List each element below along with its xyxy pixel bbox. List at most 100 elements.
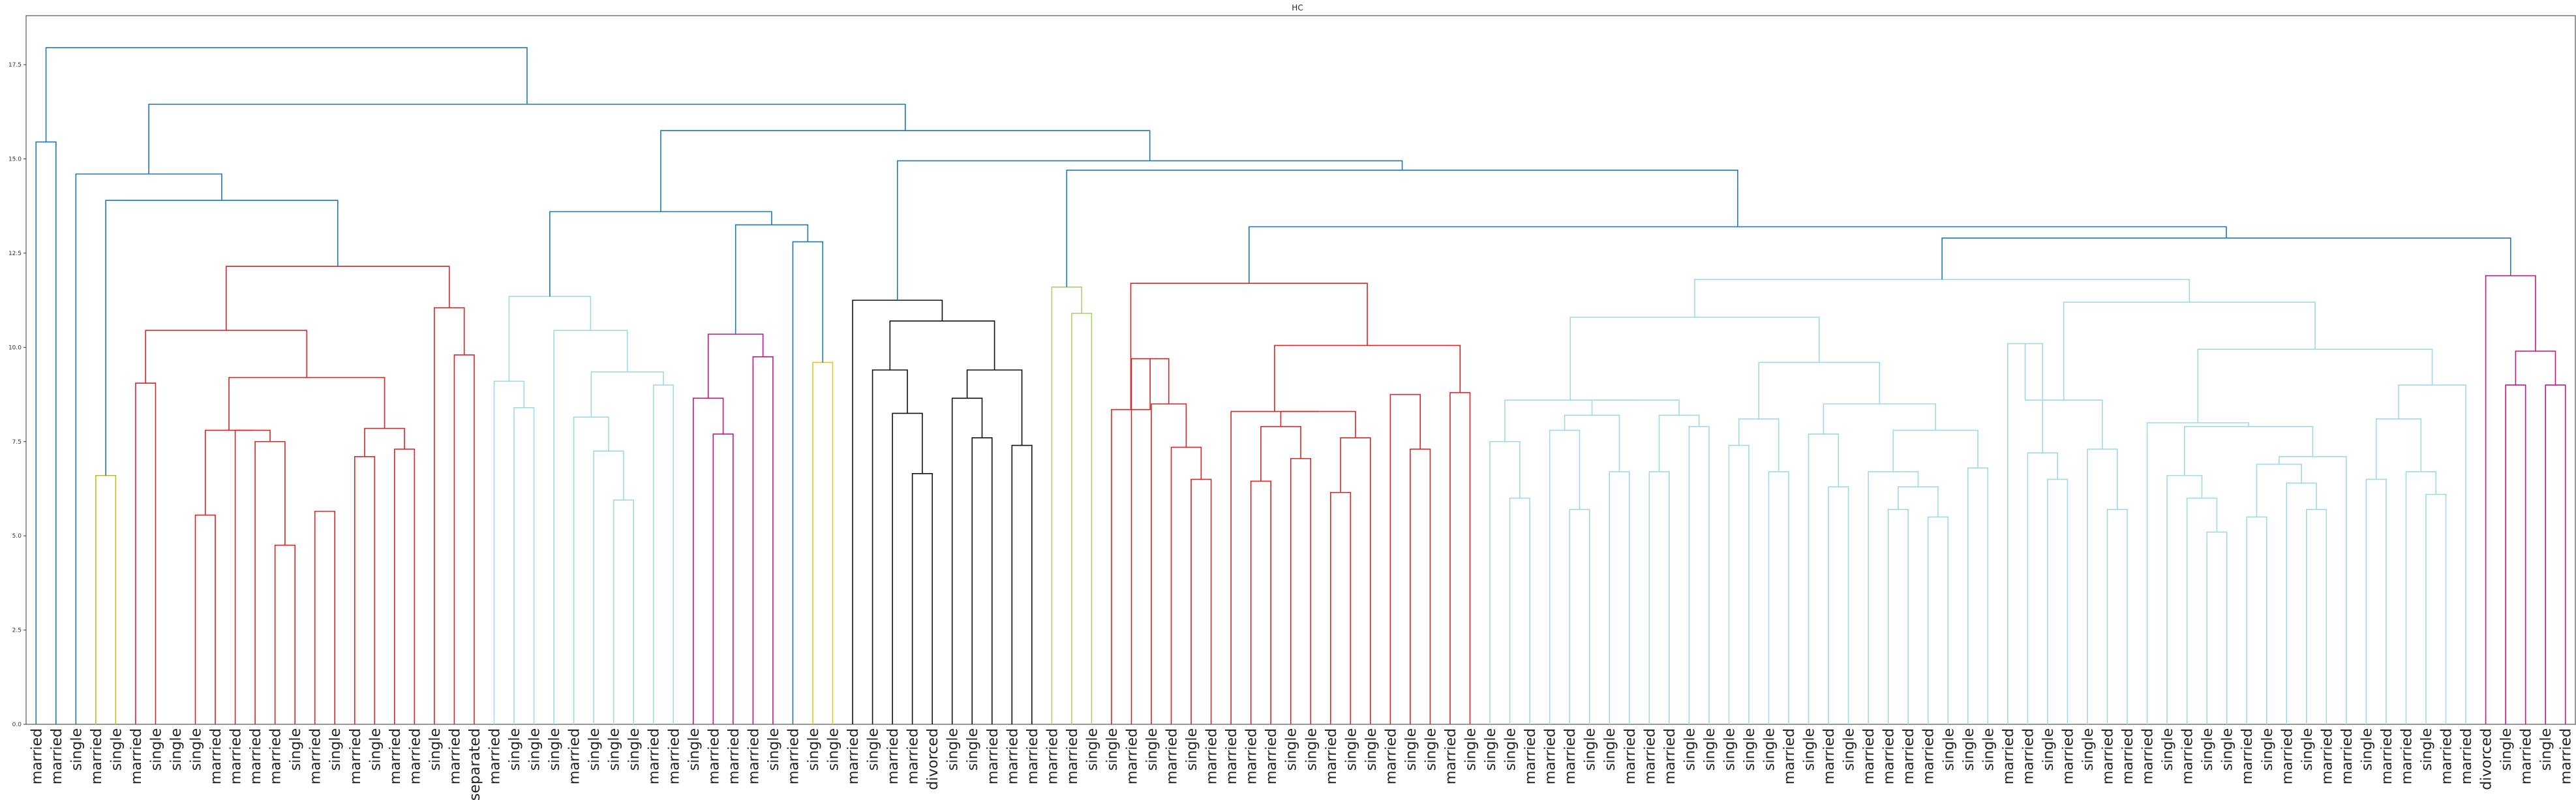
y-axis-ticks: 0.0 2.5 5.0 7.5 10.0 12.5 15.0 17.5 — [8, 62, 26, 728]
x-leaf-label: married — [666, 728, 682, 784]
dendrogram-link-El — [2306, 508, 2327, 724]
x-leaf-label: married — [845, 728, 862, 784]
dendrogram-link-Di — [1648, 471, 1670, 724]
dendrogram-link-Al — [228, 377, 386, 431]
x-leaf-label: married — [1264, 728, 1280, 784]
dendrogram-link-Ec — [2027, 452, 2058, 724]
dendrogram-link-Ep — [2184, 425, 2314, 476]
x-leaf-label: single — [547, 728, 563, 771]
dendrogram-link-Fi — [148, 103, 906, 174]
x-leaf-label: married — [646, 728, 663, 784]
x-leaf-label: married — [1244, 728, 1260, 784]
dendrogram-link-Ap — [225, 266, 450, 331]
dendrogram-link-Fj — [45, 47, 528, 142]
dendrogram-link-Ao — [434, 307, 465, 724]
x-leaf-label: single — [2498, 728, 2515, 771]
x-leaf-label: married — [2379, 728, 2395, 784]
x-leaf-label: single — [1423, 728, 1439, 771]
dendrogram-link-Ew — [2197, 348, 2433, 423]
dendrogram-link-Cv — [1280, 410, 1356, 438]
x-leaf-label: married — [248, 728, 264, 784]
dendrogram-link-Ex — [2063, 301, 2316, 401]
x-leaf-label: married — [1204, 728, 1220, 784]
x-leaf-label: single — [945, 728, 962, 771]
dendrogram-link-Ez — [2505, 384, 2526, 724]
dendrogram-link-Dj — [1688, 425, 1710, 724]
x-leaf-label: married — [1861, 728, 1877, 784]
dendrogram-link-Bn — [812, 362, 834, 724]
x-leaf-label: married — [2279, 728, 2296, 784]
dendrogram-link-Dq — [1828, 486, 1849, 724]
dendrogram-link-En — [2256, 463, 2302, 517]
x-leaf-label: married — [268, 728, 284, 784]
x-leaf-label: single — [1084, 728, 1100, 771]
x-leaf-label: single — [1483, 728, 1499, 771]
dendrogram-link-Do — [1768, 471, 1789, 724]
dendrogram-link-Ek — [2246, 516, 2267, 724]
x-leaf-label: married — [2239, 728, 2256, 784]
dendrogram-link-Ci — [852, 300, 943, 724]
dendrogram-link-Fg — [896, 160, 1403, 301]
y-tick-label: 0.0 — [12, 722, 22, 728]
x-leaf-label: married — [228, 728, 245, 784]
dendrogram-link-Fe — [1249, 226, 2227, 284]
x-leaf-label: married — [2459, 728, 2475, 784]
y-tick-label: 10.0 — [8, 345, 22, 351]
x-leaf-label: married — [1324, 728, 1340, 784]
dendrogram-link-Ae — [234, 429, 271, 724]
dendrogram-link-Bq — [549, 211, 772, 297]
x-axis-leaf-labels: married married single married single married… — [29, 728, 2574, 800]
dendrogram-link-Af — [314, 510, 336, 724]
chart-title: HC — [1292, 3, 1303, 12]
dendrogram-link-Cm — [1170, 446, 1202, 724]
y-tick-label: 15.0 — [8, 157, 22, 163]
x-leaf-label: married — [785, 728, 802, 784]
dendrogram-link-Ai — [354, 456, 376, 724]
dendrogram-link-Ff — [1066, 170, 1738, 287]
x-leaf-label: single — [1503, 728, 1519, 771]
dendrogram-link-Df — [1549, 429, 1581, 724]
x-leaf-label: married — [1124, 728, 1140, 784]
dendrogram-link-Bd — [593, 450, 624, 724]
x-leaf-label: single — [1841, 728, 1858, 771]
dendrogram-link-Bp — [735, 224, 809, 335]
x-leaf-label: single — [327, 728, 344, 771]
x-leaf-label: married — [1164, 728, 1181, 784]
x-leaf-label: married — [348, 728, 364, 784]
x-leaf-label: single — [1721, 728, 1738, 771]
dendrogram-link-Cb — [892, 412, 923, 724]
dendrogram-link-Ck — [1051, 286, 1082, 724]
x-leaf-label: married — [2100, 728, 2117, 784]
y-tick-label: 17.5 — [8, 62, 22, 69]
dendrogram-link-Cp — [1111, 358, 1151, 724]
x-leaf-label: married — [1005, 728, 1021, 784]
dendrogram-link-Am — [145, 330, 308, 384]
dendrogram-link-Eu — [2375, 418, 2422, 480]
dendrogram-link-Dc — [1509, 497, 1530, 724]
x-leaf-label: single — [288, 728, 304, 771]
dendrogram-link-Dr — [1808, 433, 1840, 724]
dendrogram-link-Db — [1130, 283, 1368, 410]
x-leaf-label: single — [2260, 728, 2276, 771]
x-leaf-label: married — [129, 728, 145, 784]
dendrogram-link-Bj — [712, 433, 734, 724]
x-leaf-label: married — [1383, 728, 1399, 784]
x-leaf-label: single — [1343, 728, 1359, 771]
dendrogram-links — [35, 47, 2566, 724]
x-leaf-label: single — [1682, 728, 1698, 771]
x-leaf-label: married — [1523, 728, 1539, 784]
x-leaf-label: married — [487, 728, 503, 784]
y-tick-label: 12.5 — [8, 251, 22, 257]
dendrogram-link-Dl — [1591, 399, 1680, 416]
x-leaf-label: divorced — [2479, 728, 2495, 790]
dendrogram-link-Ef — [2087, 448, 2118, 724]
x-leaf-label: married — [2120, 728, 2136, 784]
dendrogram-link-Bh — [553, 330, 628, 724]
x-leaf-label: single — [2160, 728, 2176, 771]
x-leaf-label: married — [1622, 728, 1639, 784]
x-leaf-label: single — [367, 728, 384, 771]
x-leaf-label: single — [686, 728, 703, 771]
x-leaf-label: married — [308, 728, 324, 784]
x-leaf-label: married — [885, 728, 902, 784]
x-leaf-label: married — [706, 728, 722, 784]
